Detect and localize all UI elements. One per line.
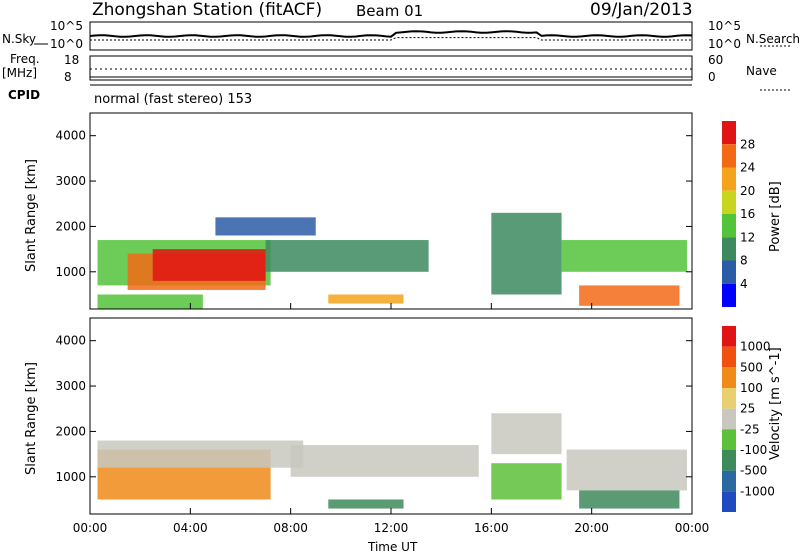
top-left-tick-low: 10^0 <box>50 37 83 51</box>
velocity-colorbar-swatch <box>722 491 736 512</box>
freq-unit-label: [MHz] <box>2 66 38 80</box>
velocity-colorbar-swatch <box>722 326 736 347</box>
power-data-region <box>152 249 266 281</box>
power-ytick-label: 4000 <box>55 129 86 143</box>
nsearch-label: N.Search <box>746 32 800 46</box>
freq-right-tick-low: 0 <box>708 70 716 84</box>
freq-panel-frame <box>89 55 693 81</box>
xtick-label: 04:00 <box>173 521 208 535</box>
power-colorbar-swatch <box>722 237 736 261</box>
freq-right-tick-high: 60 <box>708 53 724 67</box>
velocity-colorbar-swatch <box>722 346 736 368</box>
velocity-colorbar-tick: 500 <box>740 360 763 374</box>
power-colorbar-tick: 20 <box>740 184 755 198</box>
power-colorbar-tick: 28 <box>740 137 755 151</box>
power-data-region <box>579 285 680 306</box>
velocity-colorbar-swatch <box>722 450 736 471</box>
power-colorbar-swatch <box>722 121 736 145</box>
velocity-colorbar-swatch <box>722 470 736 492</box>
velocity-colorbar-tick: 25 <box>740 402 755 416</box>
velocity-data-region <box>491 413 562 455</box>
power-colorbar-swatch <box>722 283 736 307</box>
velocity-data-region <box>579 490 680 509</box>
velocity-ytick-label: 2000 <box>55 424 86 438</box>
freq-left-tick-high: 18 <box>64 53 80 67</box>
power-data-region <box>561 240 687 272</box>
velocity-colorbar-swatch <box>722 367 736 388</box>
xtick-label: 00:00 <box>73 521 108 535</box>
power-colorbar-tick: 16 <box>740 207 755 221</box>
velocity-colorbar-tick: 100 <box>740 381 763 395</box>
velocity-colorbar-swatch <box>722 408 736 430</box>
cpid-label: CPID <box>8 88 41 102</box>
velocity-colorbar-tick: -100 <box>740 443 767 457</box>
power-colorbar-swatch <box>722 167 736 191</box>
beam-label: Beam 01 <box>356 2 424 20</box>
power-ytick-label: 1000 <box>55 265 86 279</box>
power-colorbar-swatch <box>722 190 736 214</box>
velocity-ytick-label: 4000 <box>55 334 86 348</box>
xtick-label: 12:00 <box>374 521 409 535</box>
velocity-colorbar-swatch <box>722 388 736 409</box>
power-data-region <box>215 217 316 236</box>
top-right-tick-low: 10^0 <box>708 37 741 51</box>
velocity-data-region <box>566 449 687 491</box>
power-colorbar-tick: 8 <box>740 254 748 268</box>
velocity-data-region <box>97 440 304 468</box>
x-axis-label: Time UT <box>368 540 418 554</box>
xtick-label: 16:00 <box>474 521 509 535</box>
power-colorbar-tick: 12 <box>740 230 755 244</box>
power-data-region <box>97 294 203 309</box>
nsky-trace <box>89 30 693 38</box>
velocity-data-region <box>491 463 562 500</box>
velocity-ytick-label: 3000 <box>55 379 86 393</box>
freq-left-tick-low: 8 <box>64 70 72 84</box>
power-colorbar-swatch <box>722 144 736 168</box>
power-colorbar-tick: 24 <box>740 161 755 175</box>
xtick-label: 08:00 <box>273 521 308 535</box>
velocity-colorbar-tick: 1000 <box>740 340 771 354</box>
freq-label: Freq. <box>10 52 40 66</box>
power-colorbar-swatch <box>722 214 736 238</box>
power-colorbar-tick: 4 <box>740 277 748 291</box>
plot-title: Zhongshan Station (fitACF) <box>92 0 323 20</box>
power-data-region <box>491 212 562 295</box>
power-ytick-label: 2000 <box>55 219 86 233</box>
date-label: 09/Jan/2013 <box>590 0 693 20</box>
velocity-colorbar-tick: -1000 <box>740 484 775 498</box>
nave-label: Nave <box>746 64 777 78</box>
velocity-colorbar-tick: -500 <box>740 464 767 478</box>
xtick-label: 20:00 <box>574 521 609 535</box>
nsearch-trace <box>90 37 692 41</box>
top-left-tick-high: 10^5 <box>50 19 83 33</box>
top-right-tick-high: 10^5 <box>708 19 741 33</box>
velocity-ytick-label: 1000 <box>55 470 86 484</box>
velocity-data-region <box>290 445 479 477</box>
nsky-label: N.Sky <box>2 32 37 46</box>
cpid-text: normal (fast stereo) 153 <box>94 92 253 107</box>
velocity-colorbar-tick: -25 <box>740 422 760 436</box>
power-colorbar-swatch <box>722 260 736 284</box>
power-data-region <box>265 240 429 272</box>
xtick-label: 00:00 <box>675 521 710 535</box>
power-ytick-label: 3000 <box>55 174 86 188</box>
velocity-data-region <box>328 499 404 509</box>
velocity-colorbar-swatch <box>722 429 736 450</box>
power-data-region <box>328 294 404 304</box>
